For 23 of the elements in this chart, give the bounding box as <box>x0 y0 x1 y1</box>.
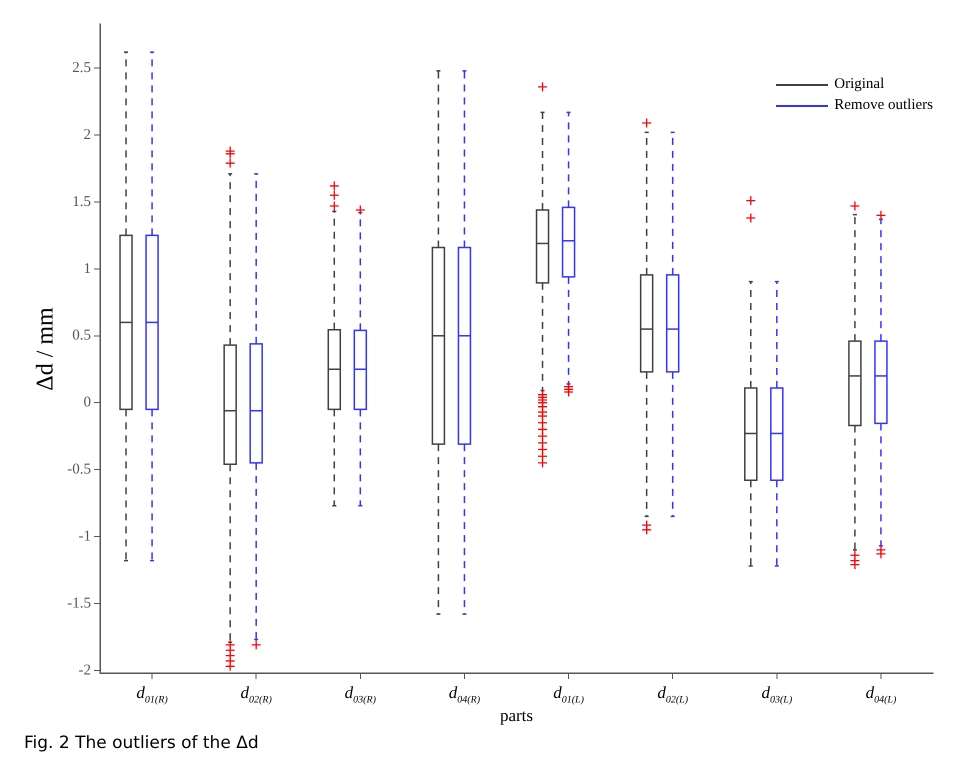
y-tick-label: 2 <box>84 127 91 144</box>
y-tick-label: -1 <box>78 528 91 544</box>
x-tick-label: d$_{03(R)}$ <box>344 683 376 706</box>
y-tick-label: -2 <box>78 662 91 678</box>
x-tick-label: d$_{03(L)}$ <box>761 683 792 706</box>
x-tick-label: d$_{04(L)}$ <box>866 683 896 706</box>
caption: Fig. 2 The outliers of the Δd <box>24 733 259 753</box>
y-tick-label: 2.5 <box>72 60 91 76</box>
legend-label: Remove outliers <box>834 97 933 114</box>
x-tick-label: d$_{02(L)}$ <box>657 683 688 706</box>
y-tick-label: 1 <box>84 260 91 277</box>
x-tick-label: d$_{02(R)}$ <box>240 683 272 706</box>
y-tick-label: -1.5 <box>67 595 91 612</box>
y-tick-label: 1.5 <box>72 194 91 210</box>
x-axis-title: parts <box>500 706 534 726</box>
y-axis-title: Δd / mm <box>32 306 60 390</box>
x-tick-label: d$_{04(R)}$ <box>448 683 480 706</box>
x-tick-label: d$_{01(L)}$ <box>553 683 584 706</box>
legend-label: Original <box>834 76 884 93</box>
y-tick-label: 0.5 <box>72 328 91 344</box>
y-tick-label: -0.5 <box>67 462 91 478</box>
x-tick-label: d$_{01(R)}$ <box>136 683 168 706</box>
y-tick-label: 0 <box>84 394 91 411</box>
